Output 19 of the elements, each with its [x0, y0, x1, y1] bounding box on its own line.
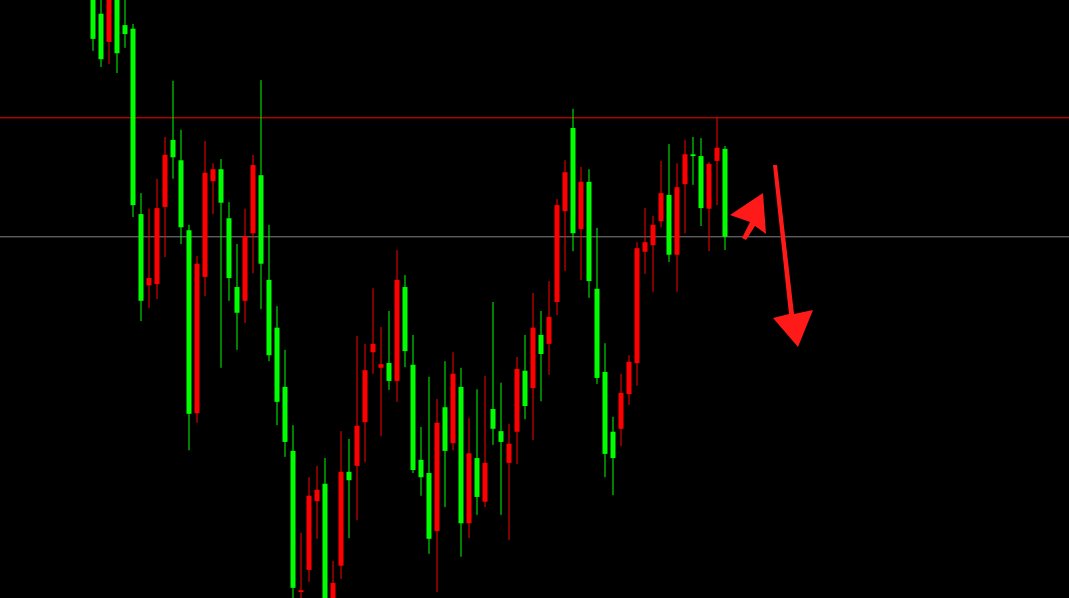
- candlestick: [386, 310, 392, 391]
- candlestick: [650, 215, 656, 293]
- candlestick: [538, 310, 544, 402]
- candlestick: [298, 532, 304, 598]
- candlestick: [690, 136, 696, 186]
- candlestick: [642, 207, 648, 275]
- candlestick: [346, 438, 352, 539]
- candlestick: [210, 162, 216, 215]
- candlestick: [146, 208, 152, 309]
- candlestick: [490, 301, 496, 446]
- candlestick: [122, 0, 128, 49]
- candlestick: [418, 426, 424, 497]
- candlestick: [170, 80, 176, 180]
- candlestick: [498, 382, 504, 516]
- candlestick: [506, 423, 512, 541]
- candlestick: [330, 560, 336, 598]
- candlestick: [314, 465, 320, 540]
- candlestick: [370, 287, 376, 375]
- candlestick: [378, 326, 384, 437]
